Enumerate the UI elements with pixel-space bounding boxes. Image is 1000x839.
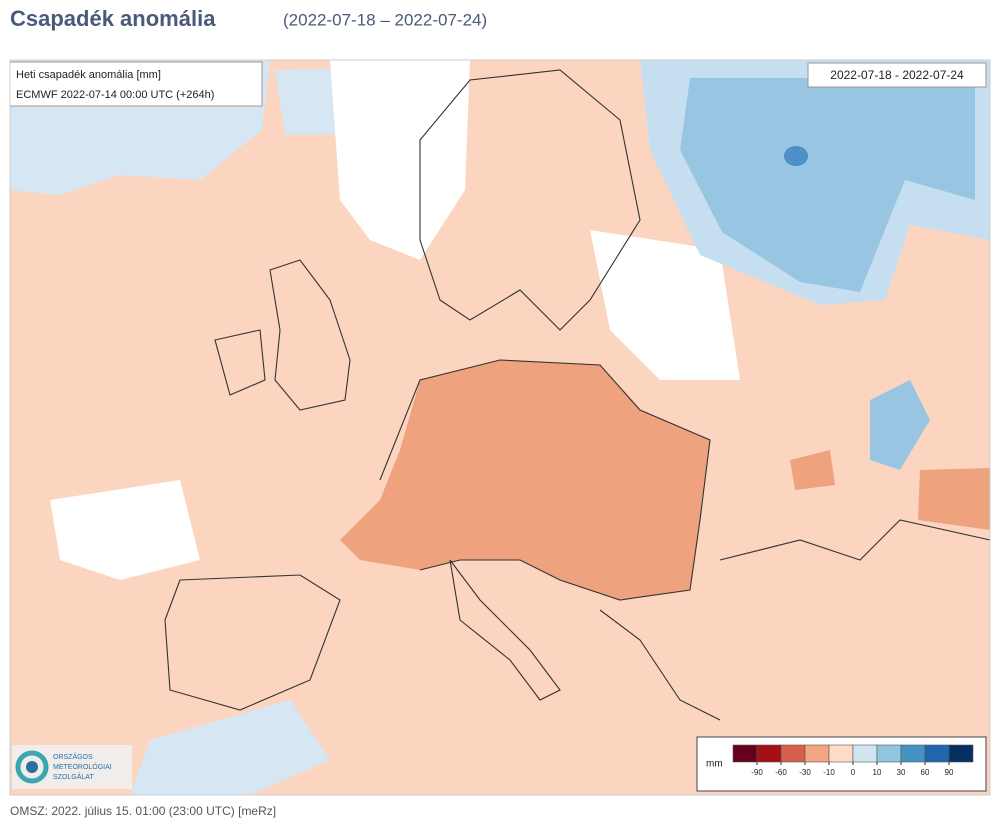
logo: ORSZÁGOS METEOROLÓGIAI SZOLGÁLAT (12, 745, 132, 789)
legend-swatch (948, 744, 974, 763)
legend-swatch (924, 744, 950, 763)
legend-swatch (780, 744, 806, 763)
legend-swatch (900, 744, 926, 763)
footer: OMSZ: 2022. július 15. 01:00 (23:00 UTC)… (10, 804, 276, 818)
dry-area (918, 468, 990, 530)
dry-area (790, 450, 835, 490)
legend-tick-label: -30 (799, 768, 811, 777)
wet-area (870, 380, 930, 470)
legend-tick-label: -10 (823, 768, 835, 777)
legend-swatch (804, 744, 830, 763)
legend-tick-label: 0 (851, 768, 856, 777)
map: Heti csapadék anomália [mm] ECMWF 2022-0… (9, 60, 991, 795)
coastline (164, 574, 341, 711)
wet-area (680, 78, 975, 292)
low-anomaly-area (330, 60, 470, 260)
logo-icon (26, 761, 38, 773)
legend-tick-label: 90 (945, 768, 954, 777)
low-anomaly-area (50, 480, 200, 580)
border (379, 359, 711, 601)
coastline (269, 259, 351, 411)
legend: mm -90 -60 -30 -10 0 10 30 60 90 (696, 736, 987, 792)
period: 2022-07-18 - 2022-07-24 (830, 68, 964, 82)
wet-area (130, 700, 330, 795)
coastline (419, 69, 641, 331)
subtitle: (2022-07-18 – 2022-07-24) (283, 10, 487, 29)
logo-text: ORSZÁGOS (53, 752, 93, 761)
info-box (9, 61, 263, 107)
legend-swatch (828, 744, 854, 763)
map-frame (9, 59, 991, 796)
legend-tick-label: 10 (873, 768, 882, 777)
coastline (214, 329, 266, 396)
legend-swatch (732, 744, 758, 763)
dry-area (340, 360, 710, 600)
legend-tick-label: 60 (921, 768, 930, 777)
period-box (807, 62, 987, 88)
legend-unit: mm (706, 759, 723, 770)
coastline (719, 519, 991, 561)
legend-swatch (756, 744, 782, 763)
legend-tick-label: -90 (751, 768, 763, 777)
legend-tick-label: 30 (897, 768, 906, 777)
logo-text: METEOROLÓGIAI (53, 762, 112, 771)
legend-swatch (876, 744, 902, 763)
coastline (599, 609, 721, 721)
title: Csapadék anomália (10, 6, 216, 31)
info-title: Heti csapadék anomália [mm] (16, 69, 161, 81)
info-model: ECMWF 2022-07-14 00:00 UTC (+264h) (16, 89, 214, 101)
legend-tick-label: -60 (775, 768, 787, 777)
low-anomaly-area (590, 230, 740, 380)
logo-text: SZOLGÁLAT (53, 772, 94, 781)
sea-area (275, 68, 340, 135)
wet-spot (784, 146, 808, 166)
legend-swatch (852, 744, 878, 763)
logo-icon (15, 750, 49, 784)
coastline (449, 559, 561, 701)
